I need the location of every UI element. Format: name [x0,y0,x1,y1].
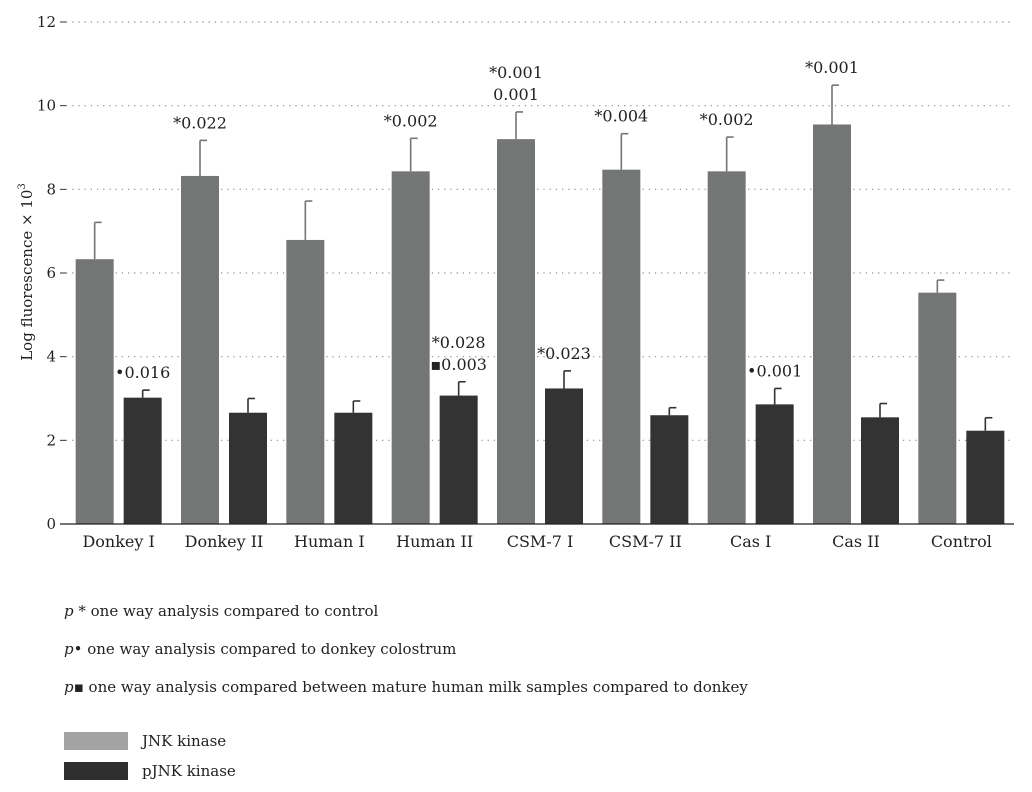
legend-label-pjnk: pJNK kinase [142,762,236,780]
bar [861,417,899,524]
bar [966,431,1004,524]
bar [602,170,640,524]
legend-swatch-pjnk [64,762,128,780]
x-tick-label: CSM-7 I [507,532,574,551]
error-bars [95,85,993,431]
footnote-donkey-colostrum: p• one way analysis compared to donkey c… [64,630,748,668]
significance-label: *0.028 [432,333,486,352]
x-tick-label: Human II [396,532,473,551]
bar [545,388,583,524]
bar [440,396,478,524]
x-tick-label: Control [931,532,992,551]
bar [497,139,535,524]
bar [286,240,324,524]
bar [334,413,372,524]
legend-label-jnk: JNK kinase [142,732,226,750]
significance-label: *0.001 [805,58,859,77]
x-tick-label: CSM-7 II [609,532,682,551]
y-axis-label: Log fluorescence × 103 [17,183,36,361]
bar [76,259,114,524]
y-tick-label: 10 [37,97,56,115]
bar [124,398,162,524]
bar [229,413,267,524]
footnote-human-milk: p▪ one way analysis compared between mat… [64,668,748,706]
x-tick-label: Donkey II [185,532,264,551]
y-tick-label: 4 [46,348,56,366]
significance-label: *0.002 [384,111,438,130]
x-tick-label: Cas I [730,532,771,551]
footnotes: p * one way analysis compared to control… [64,592,748,706]
bar [813,124,851,524]
significance-label: ▪0.003 [430,355,487,374]
bar-chart: 0 2 4 6 8 10 12 Log fluorescence × 103 •0.016 *… [0,0,1032,580]
legend: JNK kinase pJNK kinase [64,730,236,790]
x-tick-label: Human I [294,532,365,551]
significance-label: 0.001 [493,85,539,104]
bar [650,415,688,524]
y-tick-label: 2 [46,431,56,449]
bar [392,171,430,524]
y-axis: 0 2 4 6 8 10 12 [37,13,66,533]
y-tick-label: 8 [46,180,56,198]
legend-swatch-jnk [64,732,128,750]
significance-label: *0.022 [173,113,227,132]
x-tick-label: Cas II [832,532,880,551]
significance-label: *0.002 [700,110,754,129]
y-tick-label: 6 [46,264,56,282]
legend-item-jnk: JNK kinase [64,730,236,752]
significance-label: *0.023 [537,344,591,363]
significance-label: •0.016 [115,363,170,382]
significance-label: *0.004 [594,107,648,126]
bar [708,171,746,524]
x-axis: Donkey I Donkey II Human I Human II CSM-7 I C… [60,524,1014,551]
significance-label: *0.001 [489,63,543,82]
bar [181,176,219,524]
significance-label: •0.001 [747,361,802,380]
x-tick-label: Donkey I [82,532,154,551]
bar [918,293,956,524]
bar [756,404,794,524]
y-tick-label: 0 [46,515,56,533]
footnote-control: p * one way analysis compared to control [64,592,748,630]
legend-item-pjnk: pJNK kinase [64,760,236,782]
bars [76,124,1005,524]
annotations: •0.016 *0.022 *0.002 *0.028 ▪0.003 *0.001 0.00… [115,58,859,382]
y-tick-label: 12 [37,13,56,31]
